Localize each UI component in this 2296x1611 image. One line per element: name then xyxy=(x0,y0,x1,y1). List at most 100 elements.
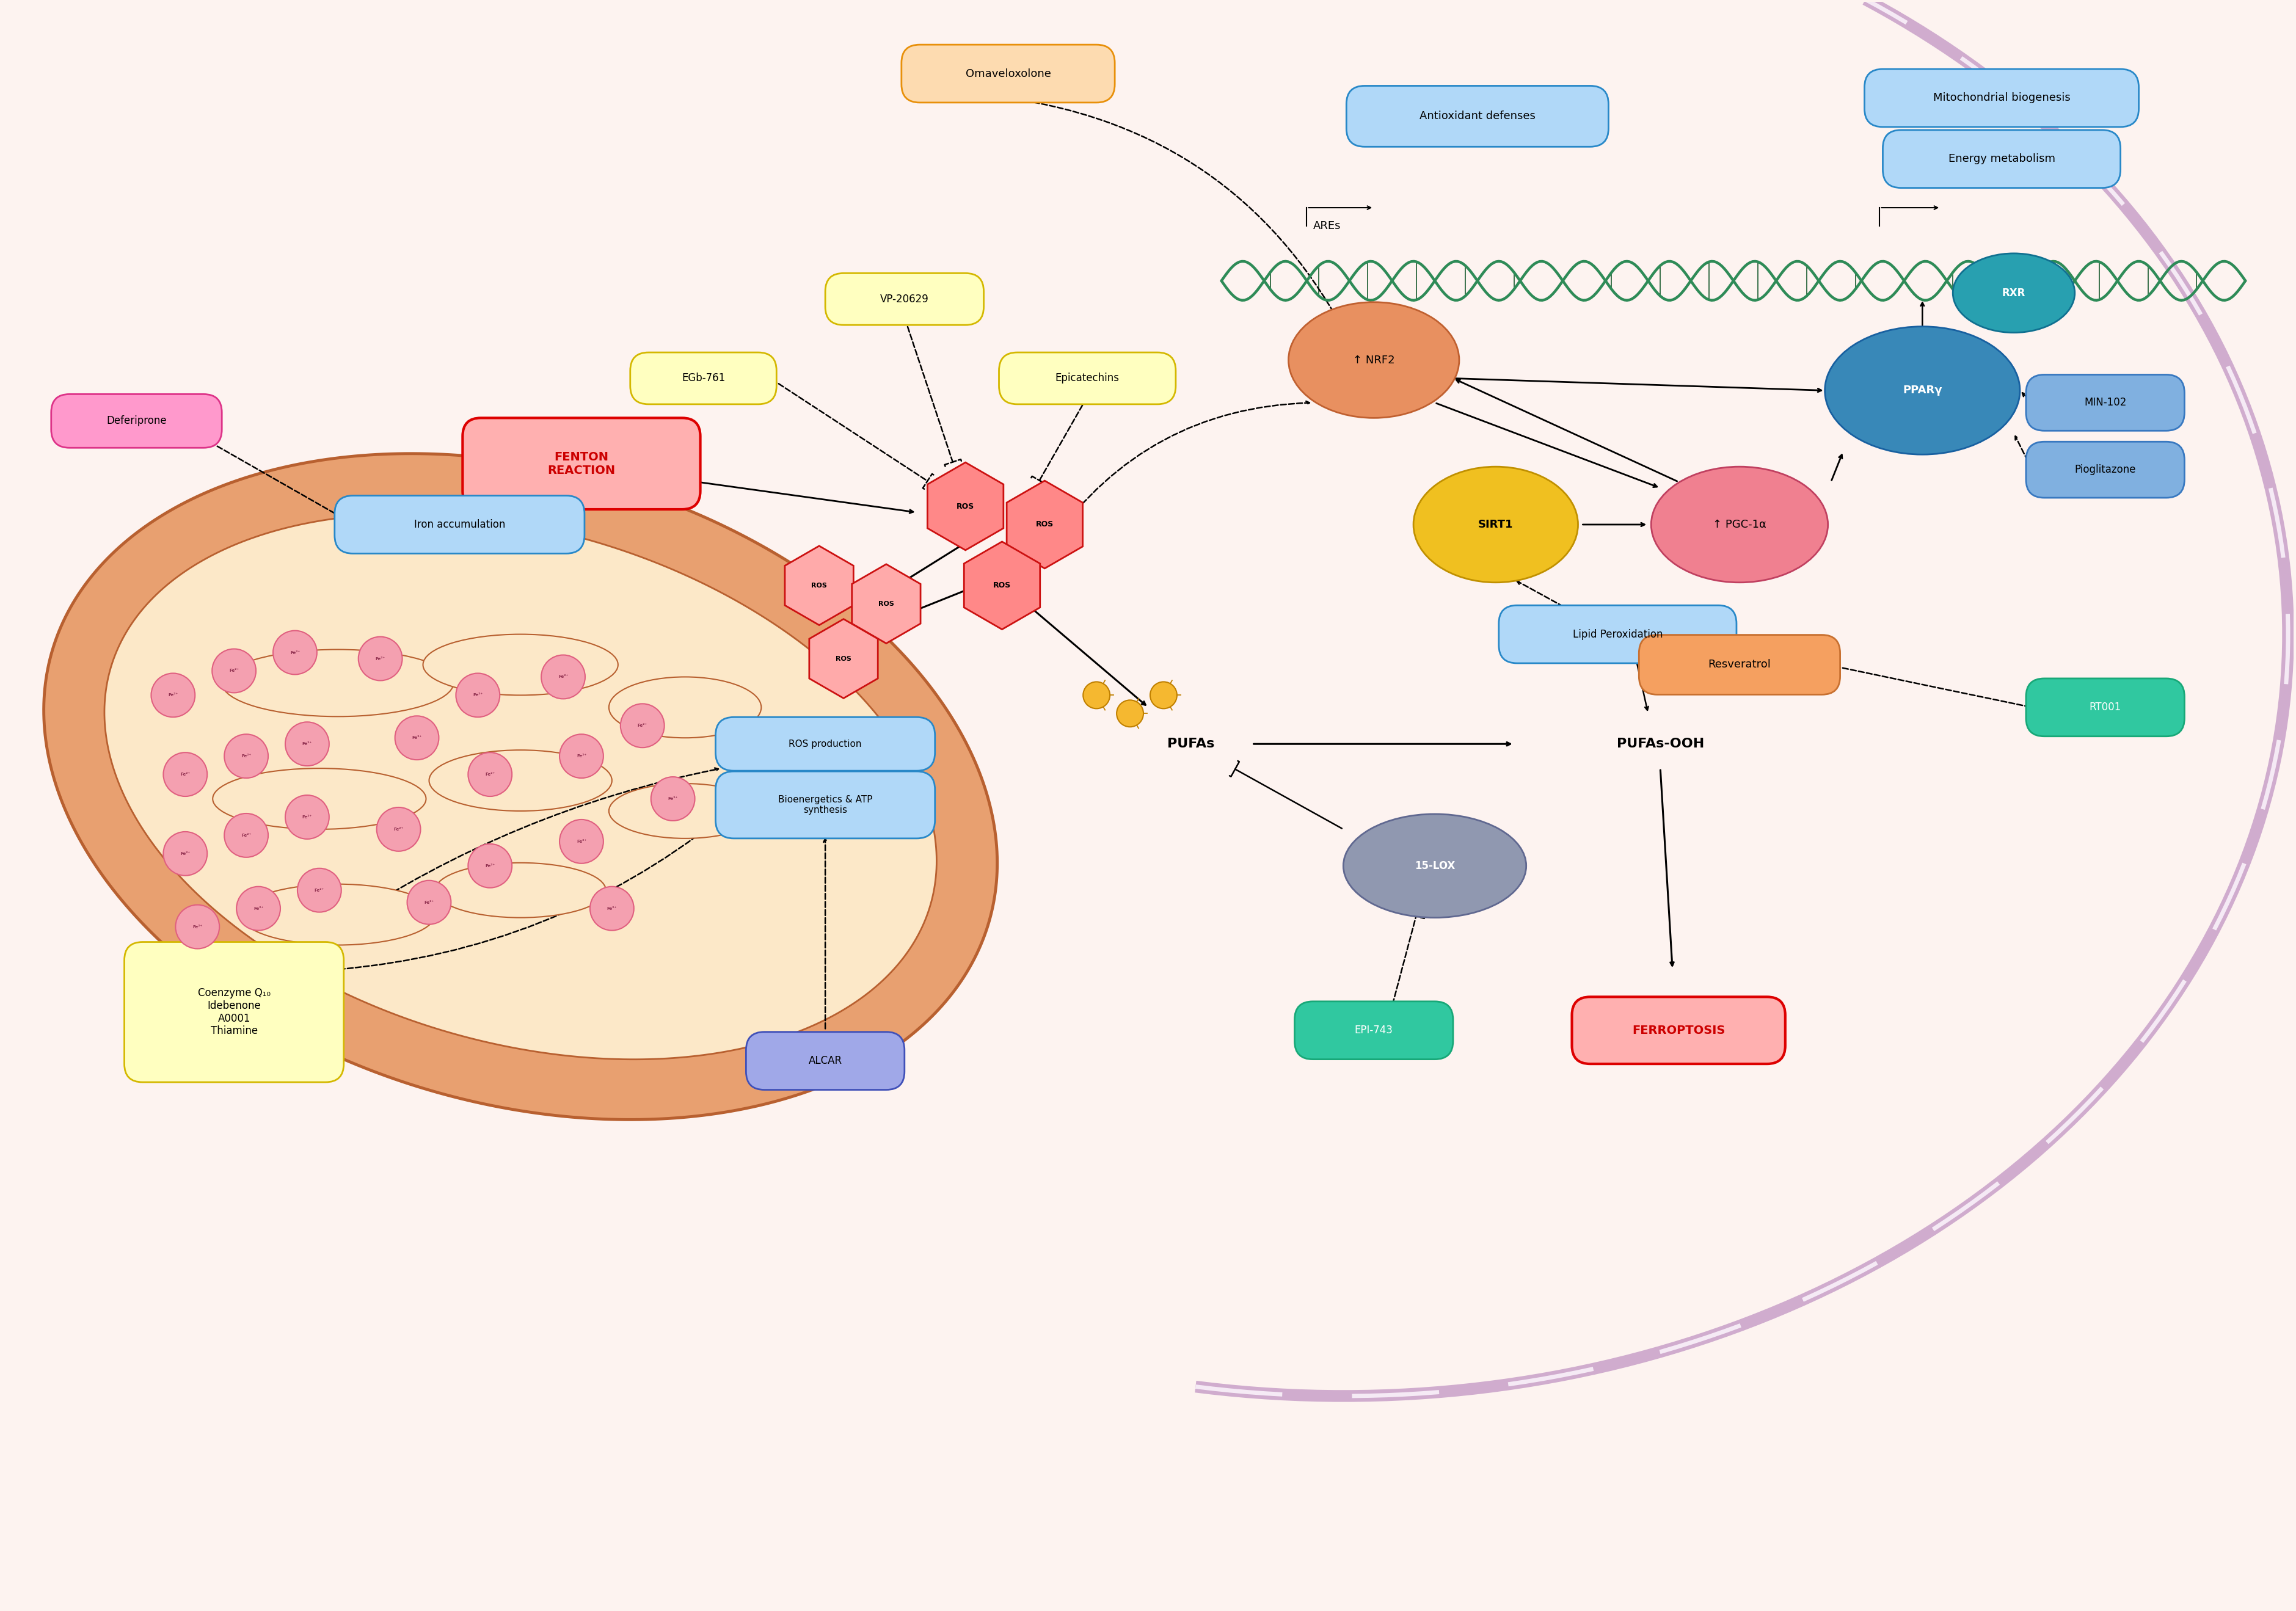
Text: ROS: ROS xyxy=(810,583,827,588)
Circle shape xyxy=(457,673,501,717)
Polygon shape xyxy=(785,546,854,625)
FancyBboxPatch shape xyxy=(335,496,585,554)
FancyBboxPatch shape xyxy=(1864,69,2140,127)
Circle shape xyxy=(652,777,696,820)
Circle shape xyxy=(273,630,317,675)
FancyBboxPatch shape xyxy=(902,45,1116,103)
Text: ↑ NRF2: ↑ NRF2 xyxy=(1352,354,1394,366)
Polygon shape xyxy=(852,564,921,643)
FancyBboxPatch shape xyxy=(1883,130,2122,188)
Text: AREs: AREs xyxy=(1313,221,1341,232)
Text: Fe²⁺: Fe²⁺ xyxy=(393,828,404,831)
Text: Fe²⁺: Fe²⁺ xyxy=(241,754,250,757)
Text: Fe²⁺: Fe²⁺ xyxy=(638,723,647,728)
Text: Antioxidant defenses: Antioxidant defenses xyxy=(1419,111,1536,122)
Text: PUFAs-OOH: PUFAs-OOH xyxy=(1616,738,1704,751)
Circle shape xyxy=(1150,681,1178,709)
Text: Fe²⁺: Fe²⁺ xyxy=(181,773,191,777)
Text: RT001: RT001 xyxy=(2089,702,2122,714)
Circle shape xyxy=(395,715,439,760)
Text: Fe²⁺: Fe²⁺ xyxy=(576,754,585,757)
Circle shape xyxy=(1116,701,1143,727)
FancyBboxPatch shape xyxy=(1499,606,1736,664)
Text: Fe²⁺: Fe²⁺ xyxy=(230,669,239,673)
Text: ROS: ROS xyxy=(836,656,852,662)
Circle shape xyxy=(285,796,328,839)
Text: Fe²⁺: Fe²⁺ xyxy=(484,863,496,868)
Text: Fe²⁺: Fe²⁺ xyxy=(374,657,386,661)
Ellipse shape xyxy=(241,884,436,946)
Text: Fe²⁺: Fe²⁺ xyxy=(253,907,264,910)
Circle shape xyxy=(542,656,585,699)
Ellipse shape xyxy=(1288,303,1460,417)
Text: Fe²⁺: Fe²⁺ xyxy=(315,888,324,892)
Ellipse shape xyxy=(608,677,762,738)
Text: ↑ PGC-1α: ↑ PGC-1α xyxy=(1713,519,1766,530)
Text: VP-20629: VP-20629 xyxy=(879,293,930,304)
Text: ROS: ROS xyxy=(1035,520,1054,528)
Ellipse shape xyxy=(214,768,427,830)
Circle shape xyxy=(236,886,280,931)
FancyBboxPatch shape xyxy=(2025,678,2183,736)
Circle shape xyxy=(377,807,420,851)
Text: Fe²⁺: Fe²⁺ xyxy=(484,773,496,777)
Text: Omaveloxolone: Omaveloxolone xyxy=(964,68,1052,79)
Text: PPARγ: PPARγ xyxy=(1903,385,1942,396)
Text: Resveratrol: Resveratrol xyxy=(1708,659,1770,670)
FancyBboxPatch shape xyxy=(461,417,700,509)
Polygon shape xyxy=(44,454,996,1120)
Text: Bioenergetics & ATP
synthesis: Bioenergetics & ATP synthesis xyxy=(778,794,872,815)
Text: Fe²⁺: Fe²⁺ xyxy=(289,651,301,654)
FancyBboxPatch shape xyxy=(824,274,983,325)
FancyBboxPatch shape xyxy=(746,1033,905,1089)
FancyBboxPatch shape xyxy=(1639,635,1839,694)
Circle shape xyxy=(1084,681,1109,709)
Circle shape xyxy=(225,735,269,778)
Text: Lipid Peroxidation: Lipid Peroxidation xyxy=(1573,628,1662,640)
Circle shape xyxy=(560,735,604,778)
FancyBboxPatch shape xyxy=(2025,441,2183,498)
Polygon shape xyxy=(808,619,877,698)
Circle shape xyxy=(406,881,450,925)
Text: ROS: ROS xyxy=(994,582,1010,590)
Circle shape xyxy=(298,868,342,912)
Text: EGb-761: EGb-761 xyxy=(682,372,726,383)
Text: Fe²⁺: Fe²⁺ xyxy=(668,797,677,801)
FancyBboxPatch shape xyxy=(1573,997,1786,1063)
FancyBboxPatch shape xyxy=(51,395,223,448)
Ellipse shape xyxy=(422,635,618,696)
Text: Fe²⁺: Fe²⁺ xyxy=(576,839,585,843)
Text: ROS: ROS xyxy=(957,503,974,511)
Circle shape xyxy=(358,636,402,680)
Text: Fe²⁺: Fe²⁺ xyxy=(168,693,179,698)
Ellipse shape xyxy=(1343,814,1527,918)
Text: Pioglitazone: Pioglitazone xyxy=(2076,464,2135,475)
Text: Coenzyme Q₁₀
Idebenone
A0001
Thiamine: Coenzyme Q₁₀ Idebenone A0001 Thiamine xyxy=(197,988,271,1036)
Ellipse shape xyxy=(1414,467,1577,583)
Text: FERROPTOSIS: FERROPTOSIS xyxy=(1632,1025,1724,1036)
Circle shape xyxy=(174,905,220,949)
FancyBboxPatch shape xyxy=(124,942,344,1083)
Polygon shape xyxy=(103,514,937,1060)
Text: Fe²⁺: Fe²⁺ xyxy=(425,901,434,904)
Circle shape xyxy=(163,752,207,796)
Ellipse shape xyxy=(436,863,606,918)
Text: Iron accumulation: Iron accumulation xyxy=(413,519,505,530)
Text: Fe²⁺: Fe²⁺ xyxy=(558,675,567,678)
Text: Deferiprone: Deferiprone xyxy=(106,416,168,427)
Circle shape xyxy=(620,704,664,748)
Text: Energy metabolism: Energy metabolism xyxy=(1949,153,2055,164)
Circle shape xyxy=(560,820,604,863)
FancyBboxPatch shape xyxy=(2025,375,2183,430)
Circle shape xyxy=(468,844,512,888)
Circle shape xyxy=(163,831,207,876)
Polygon shape xyxy=(928,462,1003,551)
Text: Epicatechins: Epicatechins xyxy=(1056,372,1120,383)
Text: Fe²⁺: Fe²⁺ xyxy=(473,693,482,698)
Text: Fe²⁺: Fe²⁺ xyxy=(241,833,250,838)
Circle shape xyxy=(211,649,255,693)
Ellipse shape xyxy=(1954,253,2076,332)
FancyBboxPatch shape xyxy=(716,772,934,838)
Text: Fe²⁺: Fe²⁺ xyxy=(411,736,422,739)
Text: FENTON
REACTION: FENTON REACTION xyxy=(546,451,615,477)
